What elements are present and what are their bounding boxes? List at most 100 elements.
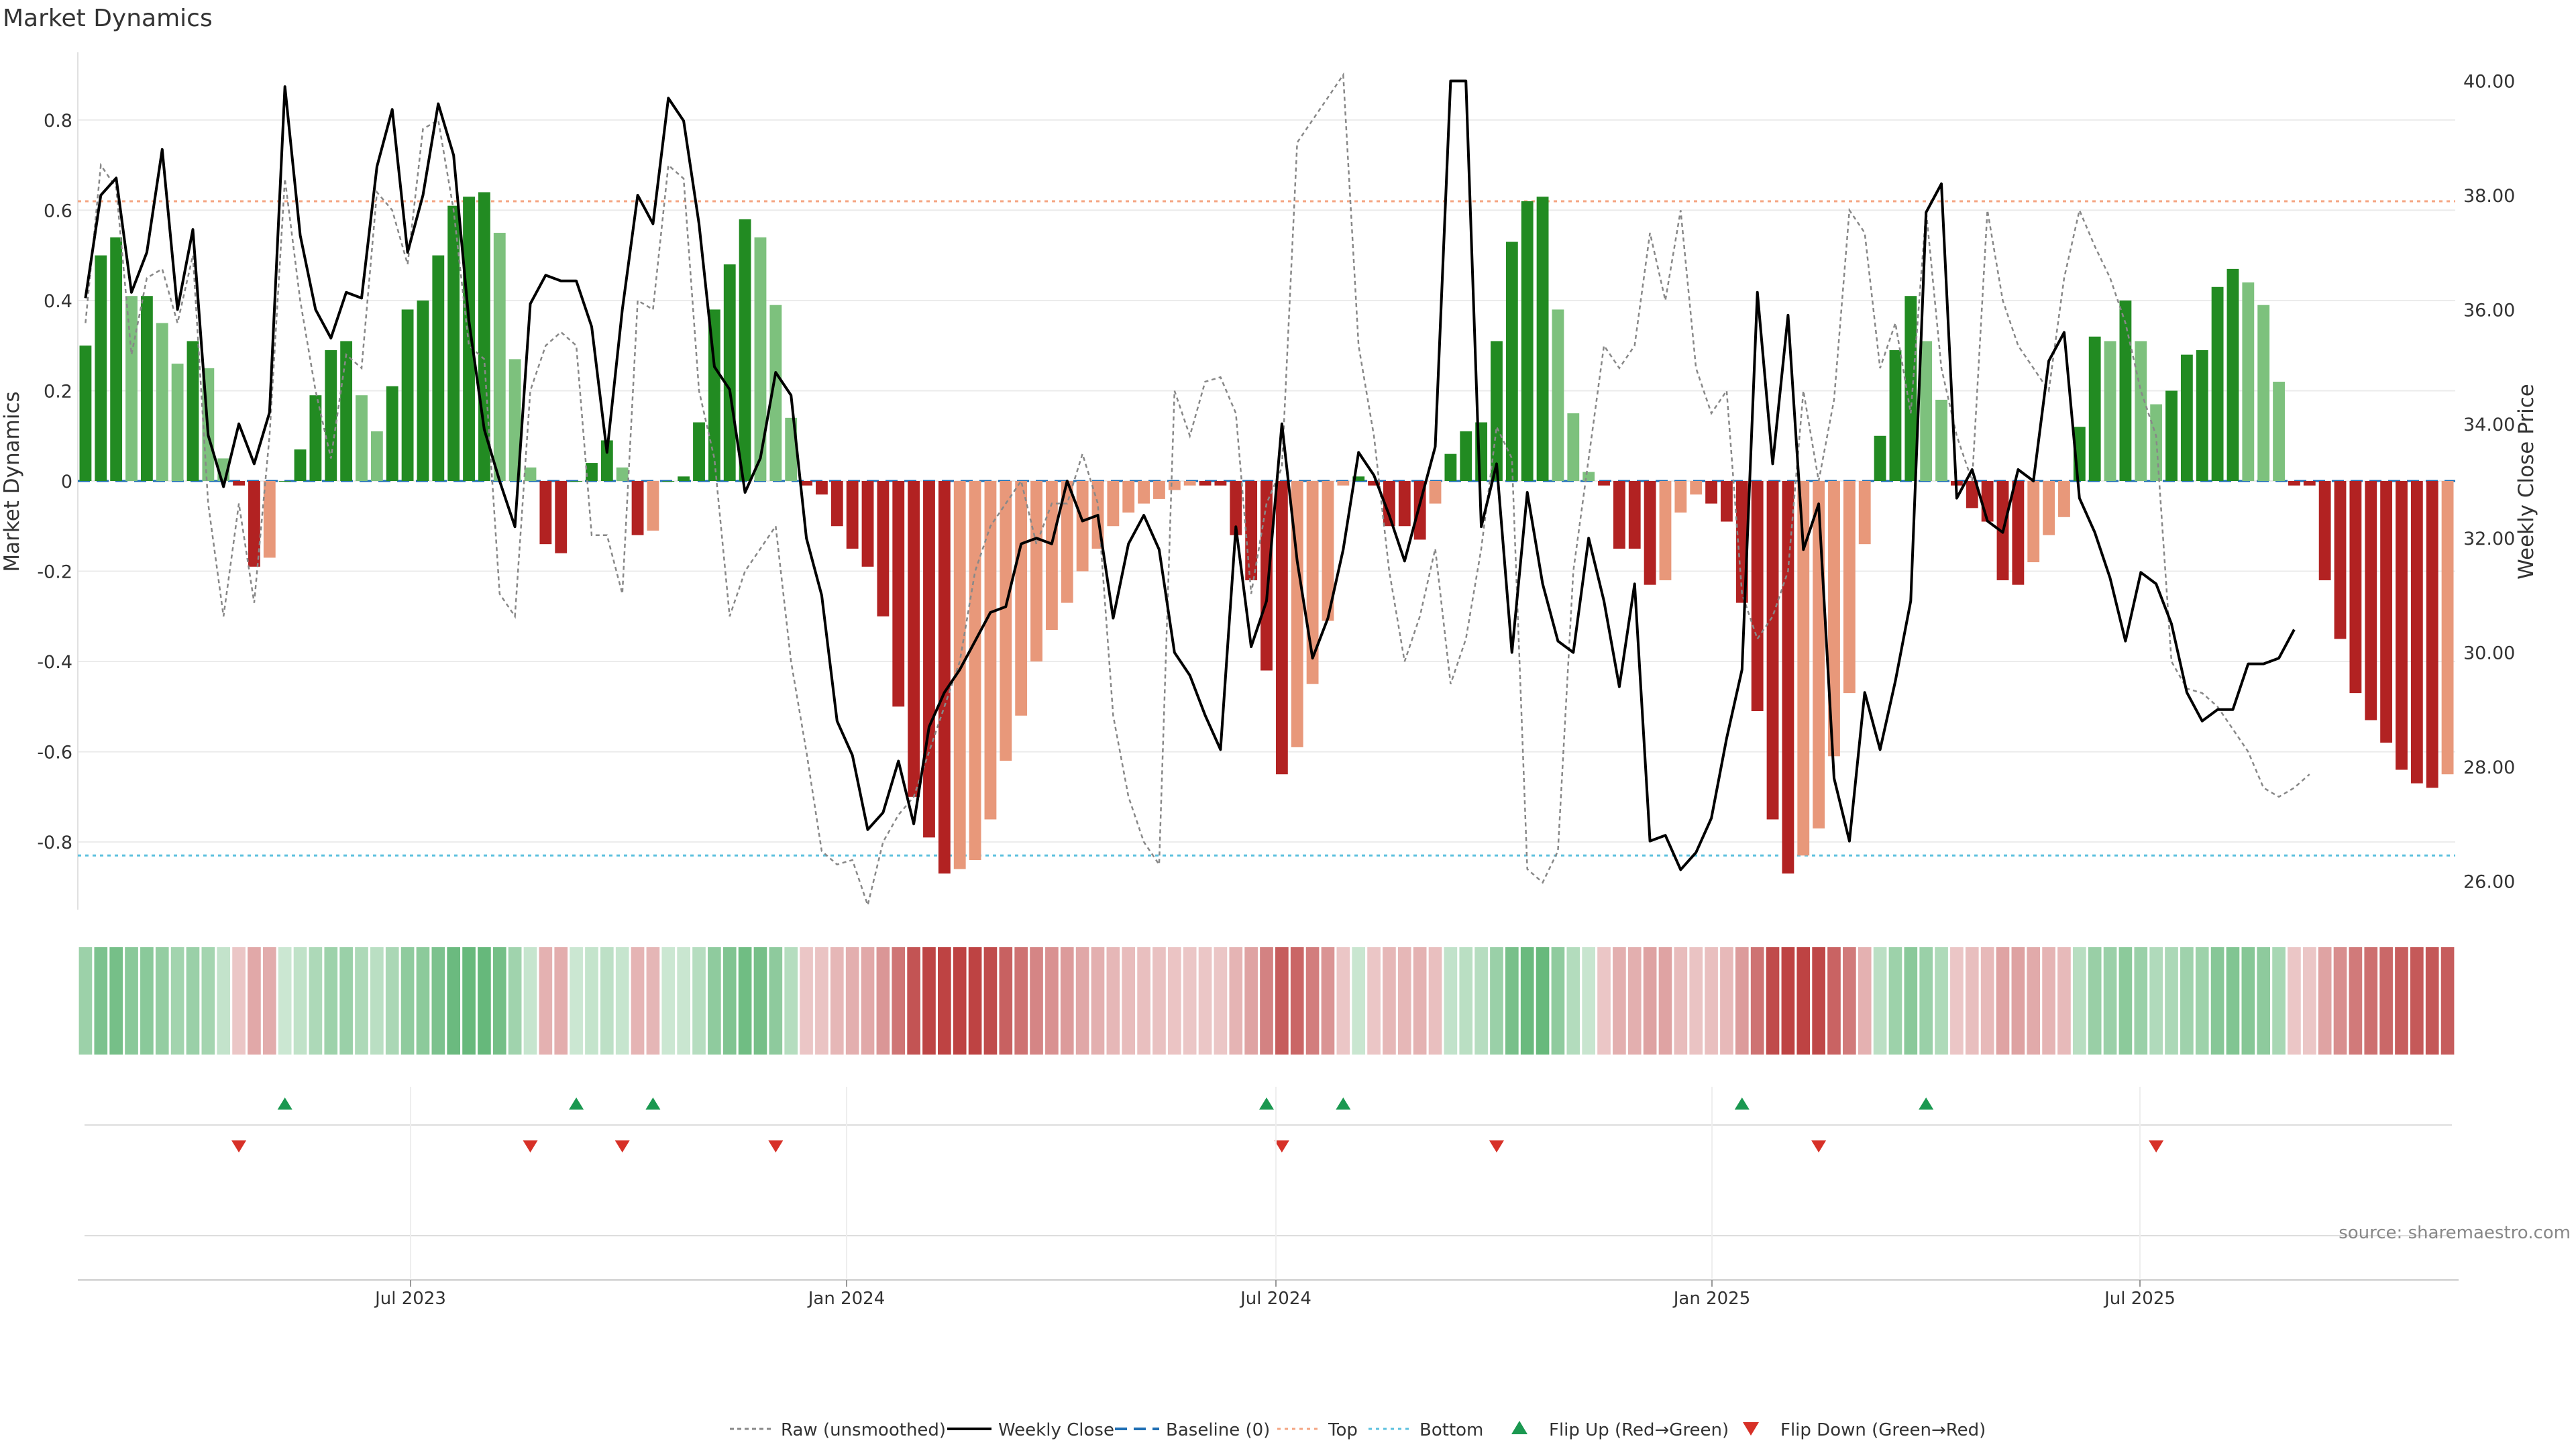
dynamics-bar xyxy=(2380,481,2393,743)
heat-cell xyxy=(94,947,108,1055)
heat-cell xyxy=(585,947,598,1055)
dynamics-bar xyxy=(110,237,123,481)
dynamics-bar xyxy=(1291,481,1303,747)
dynamics-bar xyxy=(1045,481,1058,630)
dynamics-bar xyxy=(2180,354,2193,481)
right-axis-ticks: 40.00 38.00 36.00 34.00 32.00 30.00 28.00 26.00 xyxy=(2463,72,2515,893)
heat-cell xyxy=(1321,947,1335,1055)
dynamics-bar xyxy=(647,481,659,531)
dynamics-bar xyxy=(1076,481,1089,572)
heat-cell xyxy=(600,947,614,1055)
left-axis-ticks: 0.8 0.6 0.4 0.2 0 -0.2 -0.4 -0.6 -0.8 xyxy=(37,111,72,853)
dynamics-bar xyxy=(1352,476,1365,481)
dynamics-bar xyxy=(186,341,199,481)
dynamics-bar xyxy=(1245,481,1258,580)
flip-down-marker xyxy=(768,1140,784,1152)
dynamics-bar xyxy=(800,481,812,486)
heat-cell xyxy=(2318,947,2332,1055)
dynamics-bar xyxy=(432,255,445,481)
dynamics-bar xyxy=(555,481,568,553)
heat-cell xyxy=(125,947,138,1055)
heat-cell xyxy=(1459,947,1473,1055)
heat-cell xyxy=(922,947,936,1055)
heat-cell xyxy=(293,947,307,1055)
heat-cell xyxy=(1766,947,1780,1055)
x-tick-label: Jul 2023 xyxy=(374,1289,446,1309)
heat-cell xyxy=(1106,947,1120,1055)
dynamics-bar xyxy=(723,264,736,481)
dynamics-bar xyxy=(1230,481,1242,535)
dynamics-bar xyxy=(1337,481,1350,486)
heat-cell xyxy=(2195,947,2209,1055)
heat-cell xyxy=(1965,947,1979,1055)
heat-cell xyxy=(2118,947,2133,1055)
heat-cell xyxy=(2134,947,2148,1055)
dynamics-bar xyxy=(325,350,337,481)
dynamics-bar xyxy=(1628,481,1641,549)
dynamics-bar xyxy=(830,481,843,527)
dynamics-bar xyxy=(1061,481,1073,603)
heat-cell xyxy=(1904,947,1918,1055)
heat-cell xyxy=(2379,947,2393,1055)
flip-up-marker xyxy=(1734,1097,1750,1110)
y2-tick-label: 32.00 xyxy=(2463,529,2515,549)
heat-cell xyxy=(1428,947,1442,1055)
dynamics-bar xyxy=(616,467,629,481)
dynamics-bar xyxy=(1981,481,1994,522)
heat-cell xyxy=(1367,947,1381,1055)
y-tick-label: -0.2 xyxy=(37,562,72,583)
heat-cell xyxy=(539,947,553,1055)
dynamics-bar xyxy=(1904,296,1917,481)
heat-cell xyxy=(1643,947,1657,1055)
y2-tick-label: 30.00 xyxy=(2463,643,2515,664)
dynamics-bar xyxy=(2288,481,2300,486)
dynamics-bar xyxy=(1183,481,1196,486)
dynamics-bar xyxy=(401,309,414,481)
dynamics-bar xyxy=(2104,341,2116,481)
heat-cell xyxy=(2057,947,2071,1055)
dynamics-bar xyxy=(2334,481,2347,639)
heat-cell xyxy=(1536,947,1550,1055)
heat-cell xyxy=(1413,947,1427,1055)
heat-cell xyxy=(953,947,967,1055)
flip-up-marker xyxy=(277,1097,292,1110)
heat-cell xyxy=(2364,947,2378,1055)
heat-cell xyxy=(2027,947,2041,1055)
dynamics-bar xyxy=(508,359,521,481)
legend-label: Bottom xyxy=(1419,1420,1483,1440)
dynamics-bar xyxy=(708,309,720,481)
dynamics-bar xyxy=(739,219,751,481)
dynamics-bar xyxy=(95,255,107,481)
dynamics-bar xyxy=(2257,305,2270,481)
heat-cell xyxy=(661,947,676,1055)
heat-cell xyxy=(1152,947,1166,1055)
dynamics-bar xyxy=(1030,481,1042,662)
heat-cell xyxy=(1873,947,1887,1055)
dynamics-bar xyxy=(984,481,997,820)
flip-down-marker xyxy=(1274,1140,1289,1152)
x-tick-label: Jan 2025 xyxy=(1672,1289,1751,1309)
heat-cell xyxy=(2042,947,2055,1055)
heat-cell xyxy=(1045,947,1059,1055)
heat-cell xyxy=(232,947,246,1055)
dynamics-bar xyxy=(340,341,353,481)
dynamics-bar xyxy=(2396,481,2408,770)
dynamics-bar xyxy=(1828,481,1840,757)
heat-cell xyxy=(1122,947,1136,1055)
heat-cell xyxy=(999,947,1013,1055)
y-tick-label: -0.6 xyxy=(37,743,72,763)
heat-cell xyxy=(1674,947,1688,1055)
dynamics-bar xyxy=(248,481,260,567)
heat-cell xyxy=(78,947,93,1055)
weekly-close-line xyxy=(84,79,2296,871)
flip-up-marker xyxy=(569,1097,584,1110)
heat-cell xyxy=(2011,947,2025,1055)
legend-swatch xyxy=(1743,1422,1759,1436)
heat-cell xyxy=(631,947,645,1055)
heat-cell xyxy=(1705,947,1718,1055)
heat-cell xyxy=(140,947,154,1055)
heat-cell xyxy=(1551,947,1565,1055)
heat-cell xyxy=(1843,947,1856,1055)
dynamics-bar xyxy=(1751,481,1764,712)
dynamics-bar xyxy=(1322,481,1334,621)
